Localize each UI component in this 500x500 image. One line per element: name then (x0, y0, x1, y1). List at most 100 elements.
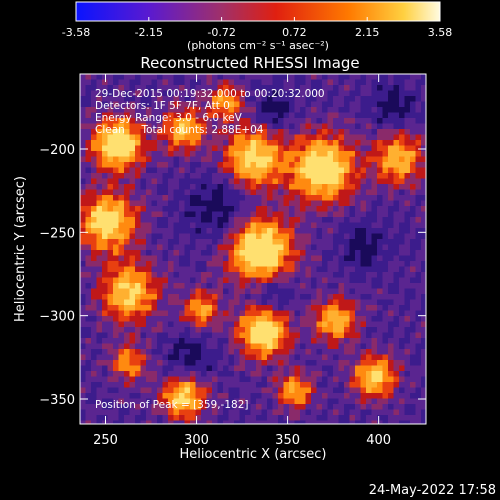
image-pixel (107, 206, 114, 213)
image-pixel (382, 184, 389, 191)
image-pixel (162, 217, 169, 224)
image-pixel (124, 189, 131, 196)
image-pixel (195, 321, 202, 328)
image-pixel (316, 393, 323, 400)
image-pixel (96, 277, 103, 284)
image-pixel (300, 404, 307, 411)
image-pixel (201, 266, 208, 273)
image-pixel (250, 178, 257, 185)
image-pixel (278, 409, 285, 416)
image-pixel (157, 195, 164, 202)
image-pixel (96, 332, 103, 339)
image-pixel (322, 327, 329, 334)
image-pixel (404, 398, 411, 405)
image-pixel (316, 420, 323, 424)
image-pixel (349, 316, 356, 323)
image-pixel (421, 294, 426, 301)
image-pixel (239, 409, 246, 416)
image-pixel (393, 178, 400, 185)
image-pixel (217, 151, 224, 158)
image-pixel (344, 393, 351, 400)
image-pixel (294, 420, 301, 424)
image-pixel (344, 101, 351, 108)
image-pixel (107, 85, 114, 92)
image-pixel (349, 272, 356, 279)
image-pixel (223, 79, 230, 86)
image-pixel (327, 420, 334, 424)
image-pixel (91, 294, 98, 301)
image-pixel (338, 79, 345, 86)
image-pixel (256, 376, 263, 383)
image-pixel (157, 162, 164, 169)
image-pixel (250, 167, 257, 174)
image-pixel (294, 162, 301, 169)
image-pixel (91, 371, 98, 378)
image-pixel (388, 167, 395, 174)
image-pixel (371, 134, 378, 141)
image-pixel (195, 107, 202, 114)
image-pixel (272, 250, 279, 257)
image-pixel (184, 365, 191, 372)
image-pixel (300, 244, 307, 251)
image-pixel (118, 332, 125, 339)
image-pixel (289, 261, 296, 268)
image-pixel (245, 420, 252, 424)
image-pixel (256, 360, 263, 367)
image-pixel (157, 85, 164, 92)
image-pixel (393, 376, 400, 383)
image-pixel (124, 371, 131, 378)
image-pixel (146, 316, 153, 323)
image-pixel (349, 173, 356, 180)
image-pixel (206, 107, 213, 114)
image-pixel (223, 294, 230, 301)
image-pixel (102, 277, 109, 284)
image-pixel (404, 112, 411, 119)
image-pixel (360, 277, 367, 284)
image-pixel (371, 162, 378, 169)
image-pixel (366, 123, 373, 130)
image-pixel (184, 211, 191, 218)
image-pixel (421, 354, 426, 361)
image-pixel (300, 316, 307, 323)
image-pixel (294, 349, 301, 356)
image-pixel (173, 365, 180, 372)
image-pixel (311, 250, 318, 257)
image-pixel (135, 343, 142, 350)
image-pixel (129, 332, 136, 339)
image-pixel (157, 261, 164, 268)
image-pixel (421, 90, 426, 97)
image-pixel (316, 255, 323, 262)
image-pixel (168, 299, 175, 306)
image-pixel (316, 398, 323, 405)
image-pixel (377, 272, 384, 279)
image-pixel (124, 200, 131, 207)
image-pixel (415, 206, 422, 213)
image-pixel (234, 206, 241, 213)
image-pixel (223, 365, 230, 372)
image-pixel (184, 354, 191, 361)
image-pixel (80, 382, 87, 389)
image-pixel (168, 228, 175, 235)
image-pixel (118, 393, 125, 400)
image-pixel (349, 189, 356, 196)
image-pixel (421, 206, 426, 213)
image-pixel (129, 255, 136, 262)
image-pixel (140, 305, 147, 312)
image-pixel (228, 283, 235, 290)
image-pixel (316, 354, 323, 361)
image-pixel (344, 217, 351, 224)
image-pixel (212, 409, 219, 416)
image-pixel (289, 316, 296, 323)
image-pixel (371, 404, 378, 411)
image-pixel (388, 233, 395, 240)
image-pixel (404, 96, 411, 103)
image-pixel (96, 74, 103, 81)
image-pixel (344, 184, 351, 191)
image-pixel (102, 332, 109, 339)
image-pixel (173, 255, 180, 262)
image-pixel (212, 178, 219, 185)
image-pixel (256, 327, 263, 334)
image-pixel (333, 189, 340, 196)
image-pixel (338, 145, 345, 152)
image-pixel (305, 118, 312, 125)
